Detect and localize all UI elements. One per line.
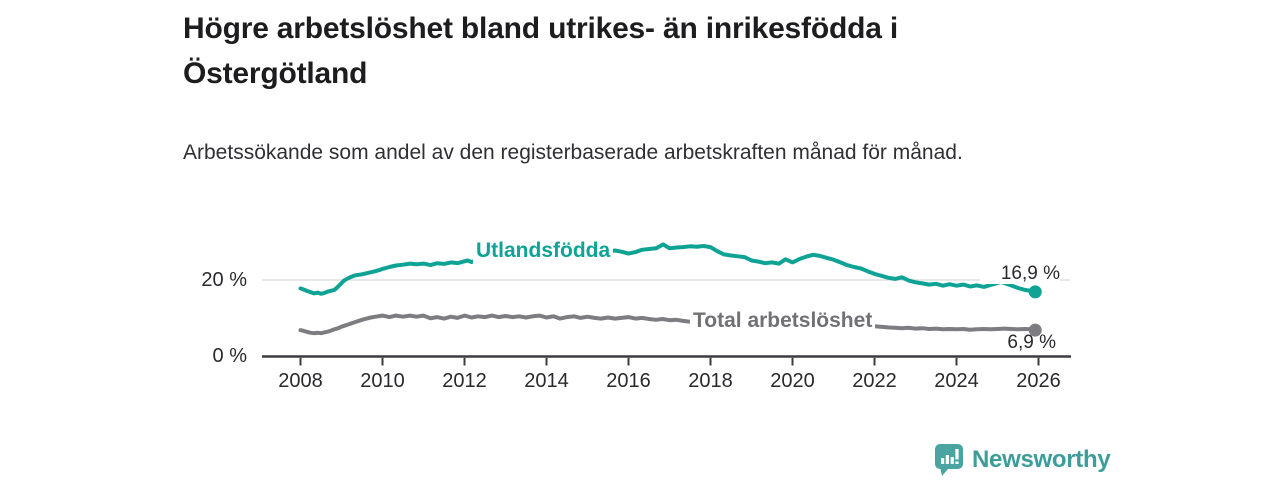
- chart-subtitle: Arbetssökande som andel av den registerb…: [183, 141, 963, 164]
- series-label-total-arbetsloshet: Total arbetslöshet: [690, 308, 876, 334]
- end-dot-total-arbetsloshet: [1028, 323, 1042, 337]
- series-line-utlandsfodda: [298, 242, 1038, 296]
- x-tick-label-2012: 2012: [442, 370, 487, 392]
- newsworthy-logo-icon: [935, 444, 963, 476]
- end-value-label-utlandsfodda: 16,9 %: [980, 264, 1060, 284]
- end-value-label-total: 6,9 %: [1007, 332, 1056, 353]
- x-tick-label-2024: 2024: [934, 370, 979, 392]
- x-tick-label-2016: 2016: [606, 370, 651, 392]
- page-title: Högre arbetslöshet bland utrikes- än inr…: [183, 12, 898, 90]
- newsworthy-brand: Newsworthy: [935, 444, 1111, 476]
- x-tick-label-2022: 2022: [852, 370, 897, 392]
- series-line-total-arbetsloshet: [298, 313, 1038, 336]
- series-label-utlandsfodda: Utlandsfödda: [473, 238, 614, 264]
- newsworthy-brand-text: Newsworthy: [972, 446, 1111, 473]
- x-tick-label-2010: 2010: [360, 370, 405, 392]
- x-tick-label-2014: 2014: [524, 370, 569, 392]
- y-axis-label-0: 0 %: [212, 345, 247, 367]
- x-tick-label-2008: 2008: [278, 370, 323, 392]
- x-tick-label-2020: 2020: [770, 370, 815, 392]
- x-tick-label-2018: 2018: [688, 370, 733, 392]
- end-dot-utlandsfodda: [1028, 285, 1042, 299]
- x-tick-label-2026: 2026: [1016, 370, 1061, 392]
- y-axis-label-20: 20 %: [201, 269, 247, 291]
